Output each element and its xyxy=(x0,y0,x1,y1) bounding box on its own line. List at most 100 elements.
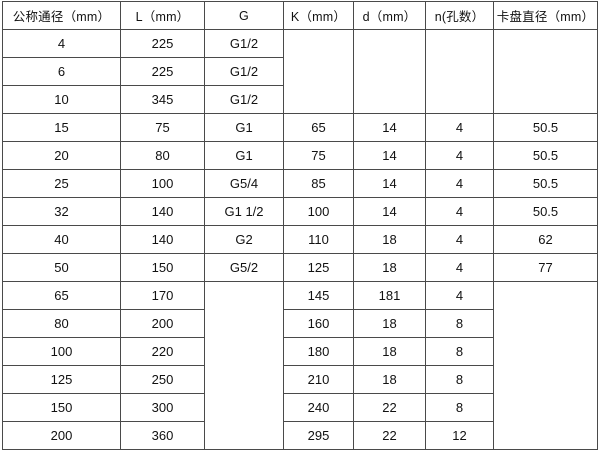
cell-d: 18 xyxy=(353,253,426,282)
table-row: 4 225 G1/2 xyxy=(2,29,598,114)
cell-thread-g: G1/2 xyxy=(204,57,284,86)
cell-d: 22 xyxy=(353,393,426,422)
cell-length: 300 xyxy=(120,393,205,422)
table-row: 15 75 G1 65 14 4 50.5 xyxy=(2,113,598,142)
cell-nominal-diameter: 100 xyxy=(2,337,121,366)
table-row: 25 100 G5/4 85 14 4 50.5 xyxy=(2,169,598,198)
cell-k: 210 xyxy=(283,365,354,394)
cell-chuck-diameter: 62 xyxy=(493,225,598,254)
cell-d: 181 xyxy=(353,281,426,310)
cell-chuck-diameter: 50.5 xyxy=(493,197,598,226)
cell-hole-count-blank xyxy=(425,29,494,114)
cell-hole-count: 4 xyxy=(425,253,494,282)
cell-hole-count: 4 xyxy=(425,281,494,310)
cell-chuck-diameter: 77 xyxy=(493,253,598,282)
table-header-row: 公称通径（mm） L（mm） G K（mm） d（mm） n(孔数） 卡盘直径（… xyxy=(2,1,598,30)
column-header-chuck-diameter: 卡盘直径（mm） xyxy=(493,1,598,30)
cell-thread-g: G5/4 xyxy=(204,169,284,198)
cell-hole-count: 8 xyxy=(425,337,494,366)
column-header-thread-g: G xyxy=(204,1,284,30)
cell-nominal-diameter: 200 xyxy=(2,421,121,450)
cell-thread-g: G1/2 xyxy=(204,29,284,58)
cell-hole-count: 4 xyxy=(425,169,494,198)
cell-hole-count: 8 xyxy=(425,393,494,422)
cell-k: 110 xyxy=(283,225,354,254)
table-row: 125 250 210 18 8 xyxy=(2,365,598,394)
cell-d: 14 xyxy=(353,169,426,198)
cell-thread-g: G1 1/2 xyxy=(204,197,284,226)
cell-length: 225 xyxy=(120,57,205,86)
cell-d: 14 xyxy=(353,141,426,170)
cell-d: 18 xyxy=(353,309,426,338)
cell-hole-count: 12 xyxy=(425,421,494,450)
cell-length: 140 xyxy=(120,225,205,254)
cell-k-blank xyxy=(283,29,354,114)
cell-nominal-diameter: 150 xyxy=(2,393,121,422)
table-header: 公称通径（mm） L（mm） G K（mm） d（mm） n(孔数） 卡盘直径（… xyxy=(2,1,598,30)
column-header-hole-count: n(孔数） xyxy=(425,1,494,30)
cell-length: 100 xyxy=(120,169,205,198)
cell-length: 220 xyxy=(120,337,205,366)
cell-hole-count: 4 xyxy=(425,113,494,142)
cell-nominal-diameter: 40 xyxy=(2,225,121,254)
cell-hole-count: 8 xyxy=(425,309,494,338)
cell-thread-g: G2 xyxy=(204,225,284,254)
table-row: 40 140 G2 110 18 4 62 xyxy=(2,225,598,254)
cell-nominal-diameter: 20 xyxy=(2,141,121,170)
cell-chuck-diameter-blank xyxy=(493,29,598,114)
cell-length: 345 xyxy=(120,85,205,114)
cell-length: 75 xyxy=(120,113,205,142)
table-row: 32 140 G1 1/2 100 14 4 50.5 xyxy=(2,197,598,226)
cell-nominal-diameter: 125 xyxy=(2,365,121,394)
cell-d: 14 xyxy=(353,197,426,226)
cell-thread-g: G1 xyxy=(204,141,284,170)
cell-k: 75 xyxy=(283,141,354,170)
cell-hole-count: 4 xyxy=(425,141,494,170)
table-row: 80 200 160 18 8 xyxy=(2,309,598,338)
cell-length: 170 xyxy=(120,281,205,310)
cell-k: 295 xyxy=(283,421,354,450)
cell-thread-g: G1/2 xyxy=(204,85,284,114)
cell-nominal-diameter: 10 xyxy=(2,85,121,114)
cell-nominal-diameter: 50 xyxy=(2,253,121,282)
cell-nominal-diameter: 80 xyxy=(2,309,121,338)
cell-d-blank xyxy=(353,29,426,114)
cell-length: 150 xyxy=(120,253,205,282)
cell-d: 18 xyxy=(353,225,426,254)
table-body: 4 225 G1/2 6 225 G1/2 10 345 G1/2 15 75 G1 65 14 4 50.5… xyxy=(2,29,598,450)
cell-thread-g: G1 xyxy=(204,113,284,142)
cell-length: 140 xyxy=(120,197,205,226)
column-header-length: L（mm） xyxy=(120,1,205,30)
cell-length: 360 xyxy=(120,421,205,450)
cell-k: 65 xyxy=(283,113,354,142)
cell-thread-g: G5/2 xyxy=(204,253,284,282)
table-row: 65 170 145 181 4 xyxy=(2,281,598,450)
cell-nominal-diameter: 6 xyxy=(2,57,121,86)
cell-nominal-diameter: 65 xyxy=(2,281,121,310)
cell-nominal-diameter: 32 xyxy=(2,197,121,226)
cell-thread-g-blank xyxy=(204,281,284,450)
table-row: 20 80 G1 75 14 4 50.5 xyxy=(2,141,598,170)
cell-nominal-diameter: 25 xyxy=(2,169,121,198)
cell-nominal-diameter: 4 xyxy=(2,29,121,58)
cell-hole-count: 4 xyxy=(425,197,494,226)
cell-k: 160 xyxy=(283,309,354,338)
table-row: 6 225 G1/2 xyxy=(2,57,598,86)
cell-hole-count: 4 xyxy=(425,225,494,254)
cell-k: 240 xyxy=(283,393,354,422)
cell-nominal-diameter: 15 xyxy=(2,113,121,142)
cell-chuck-diameter-blank xyxy=(493,281,598,450)
cell-length: 225 xyxy=(120,29,205,58)
cell-d: 14 xyxy=(353,113,426,142)
cell-length: 250 xyxy=(120,365,205,394)
cell-d: 18 xyxy=(353,365,426,394)
column-header-d: d（mm） xyxy=(353,1,426,30)
cell-k: 100 xyxy=(283,197,354,226)
cell-length: 80 xyxy=(120,141,205,170)
cell-chuck-diameter: 50.5 xyxy=(493,141,598,170)
cell-length: 200 xyxy=(120,309,205,338)
column-header-nominal-diameter: 公称通径（mm） xyxy=(2,1,121,30)
table-row: 50 150 G5/2 125 18 4 77 xyxy=(2,253,598,282)
